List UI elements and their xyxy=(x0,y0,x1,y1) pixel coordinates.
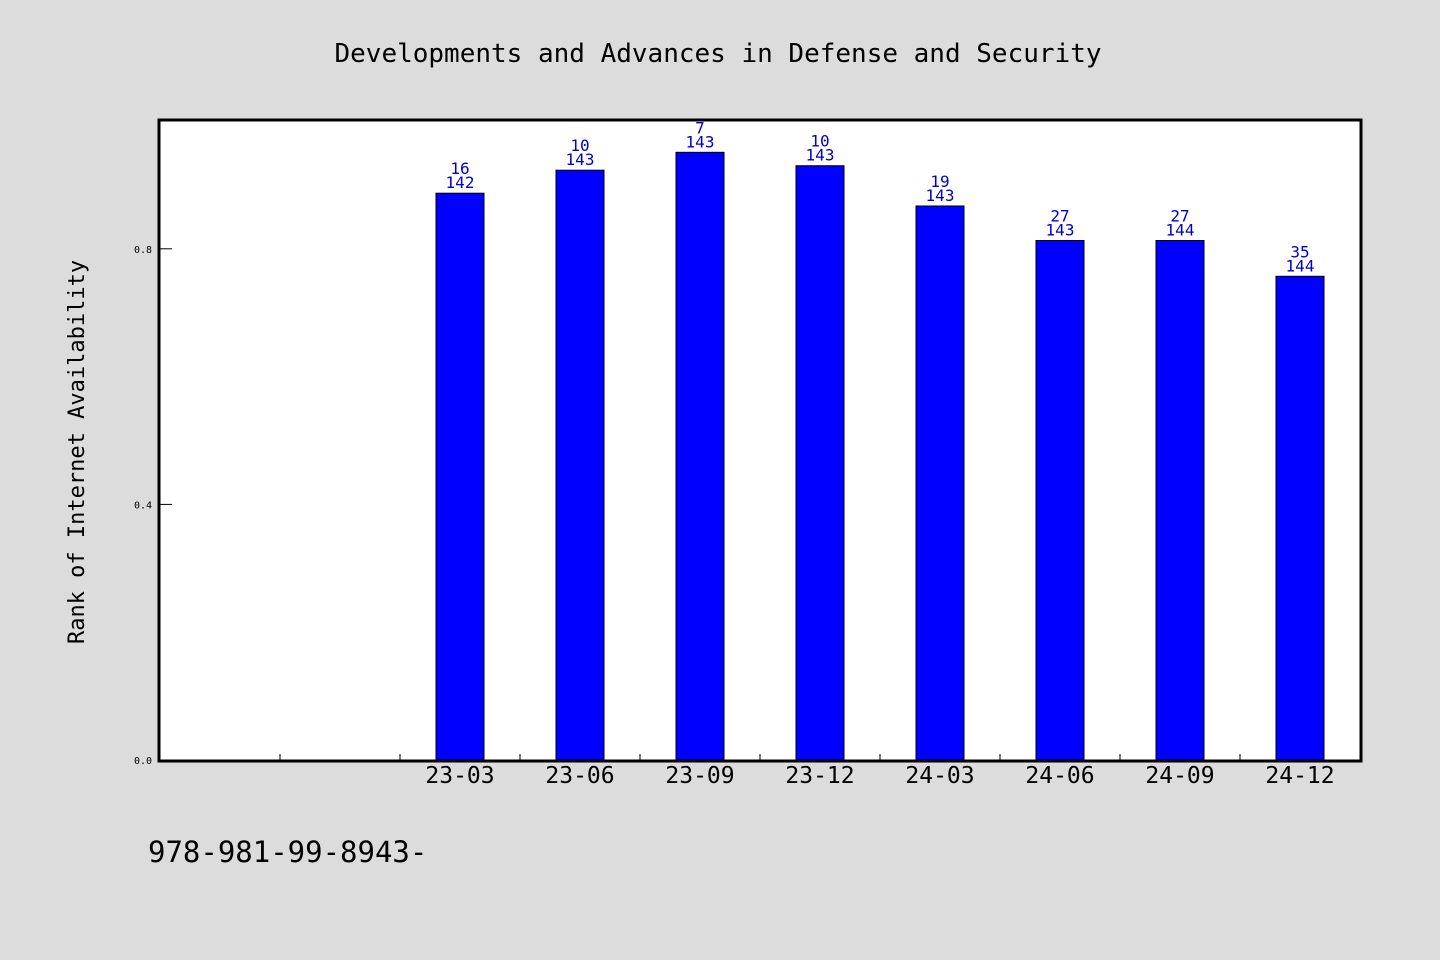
bar-total-label: 143 xyxy=(566,150,595,169)
bar-total-label: 144 xyxy=(1286,256,1315,275)
bar xyxy=(795,165,845,761)
y-tick-label: 0.4 xyxy=(134,500,152,511)
bar-rank-label: 27 xyxy=(1170,206,1189,225)
x-tick-label: 23-09 xyxy=(665,763,734,789)
bar-total-label: 143 xyxy=(806,146,835,165)
bar-rank-label: 19 xyxy=(930,172,949,191)
x-tick-label: 24-12 xyxy=(1265,763,1334,789)
bars-layer xyxy=(435,151,1325,761)
bar-total-label: 142 xyxy=(446,173,475,192)
y-axis-label: Rank of Internet Availability xyxy=(65,260,90,644)
x-tick-label: 23-06 xyxy=(545,763,614,789)
x-axis: 23-03 23-06 23-09 23-12 24-03 24-06 24-09 24-12 xyxy=(279,754,1335,789)
bar xyxy=(915,205,965,761)
bar xyxy=(1035,239,1085,761)
bar-total-label: 143 xyxy=(686,132,715,151)
bar-rank-label: 16 xyxy=(450,159,469,178)
x-tick-label: 24-09 xyxy=(1145,763,1214,789)
isbn-footer: 978-981-99-8943- xyxy=(148,835,427,869)
x-tick-label: 23-12 xyxy=(785,763,854,789)
bar-rank-label: 35 xyxy=(1290,242,1309,261)
x-tick-label: 24-06 xyxy=(1025,763,1094,789)
bar-rank-label: 7 xyxy=(695,118,705,137)
bar xyxy=(1155,239,1205,761)
bar xyxy=(1275,275,1325,761)
bar-rank-label: 10 xyxy=(570,136,589,155)
y-axis: 0.0 0.4 0.8 xyxy=(134,245,172,767)
bar-total-label: 144 xyxy=(1166,220,1195,239)
y-tick-label: 0.0 xyxy=(134,756,152,767)
bar-total-label: 143 xyxy=(926,186,955,205)
x-tick-label: 24-03 xyxy=(905,763,974,789)
bar xyxy=(555,169,605,761)
bar-rank-label: 10 xyxy=(810,132,829,151)
bar xyxy=(435,192,485,761)
y-tick-label: 0.8 xyxy=(134,245,152,256)
x-tick-label: 23-03 xyxy=(425,763,494,789)
bar xyxy=(675,151,725,761)
bar-rank-label: 27 xyxy=(1050,206,1069,225)
bar-total-label: 143 xyxy=(1046,220,1075,239)
chart-title: Developments and Advances in Defense and… xyxy=(334,39,1101,69)
